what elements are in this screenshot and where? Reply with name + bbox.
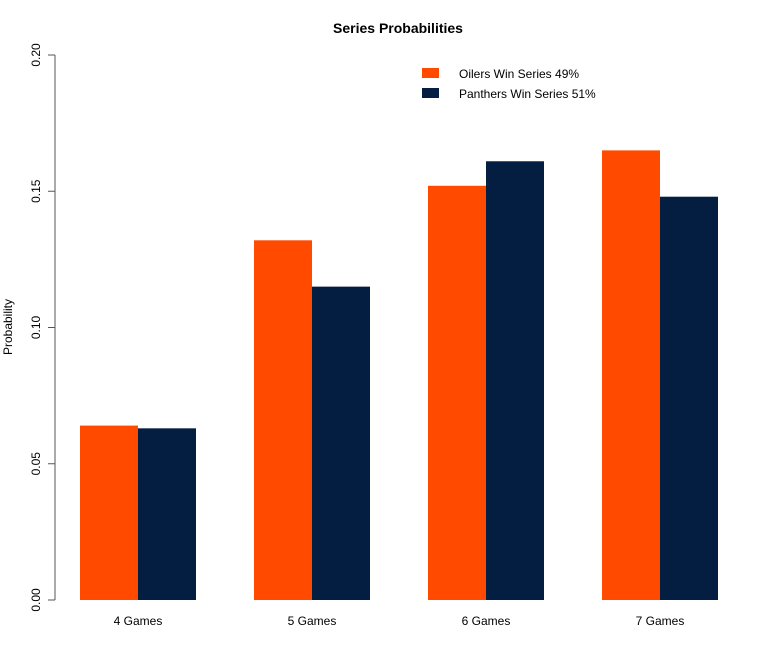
y-axis-label: Probability (1, 299, 15, 355)
x-tick-label: 7 Games (636, 614, 685, 628)
bar (80, 425, 138, 600)
y-tick-label: 0.20 (29, 43, 43, 67)
x-tick-label: 6 Games (462, 614, 511, 628)
legend-swatch (422, 88, 439, 98)
bar (254, 240, 312, 601)
x-tick-label: 4 Games (114, 614, 163, 628)
y-tick-label: 0.05 (29, 452, 43, 476)
bar (660, 196, 718, 600)
x-tick-label: 5 Games (288, 614, 337, 628)
legend-label: Oilers Win Series 49% (459, 67, 579, 81)
bar (602, 150, 660, 600)
bar (486, 161, 544, 600)
y-tick-label: 0.10 (29, 315, 43, 339)
bar (138, 428, 196, 600)
legend-label: Panthers Win Series 51% (459, 87, 596, 101)
bar (312, 286, 370, 600)
y-tick-label: 0.00 (29, 588, 43, 612)
bar (428, 185, 486, 601)
legend-swatch (422, 68, 439, 78)
chart-title: Series Probabilities (333, 20, 463, 36)
y-tick-label: 0.15 (29, 179, 43, 203)
